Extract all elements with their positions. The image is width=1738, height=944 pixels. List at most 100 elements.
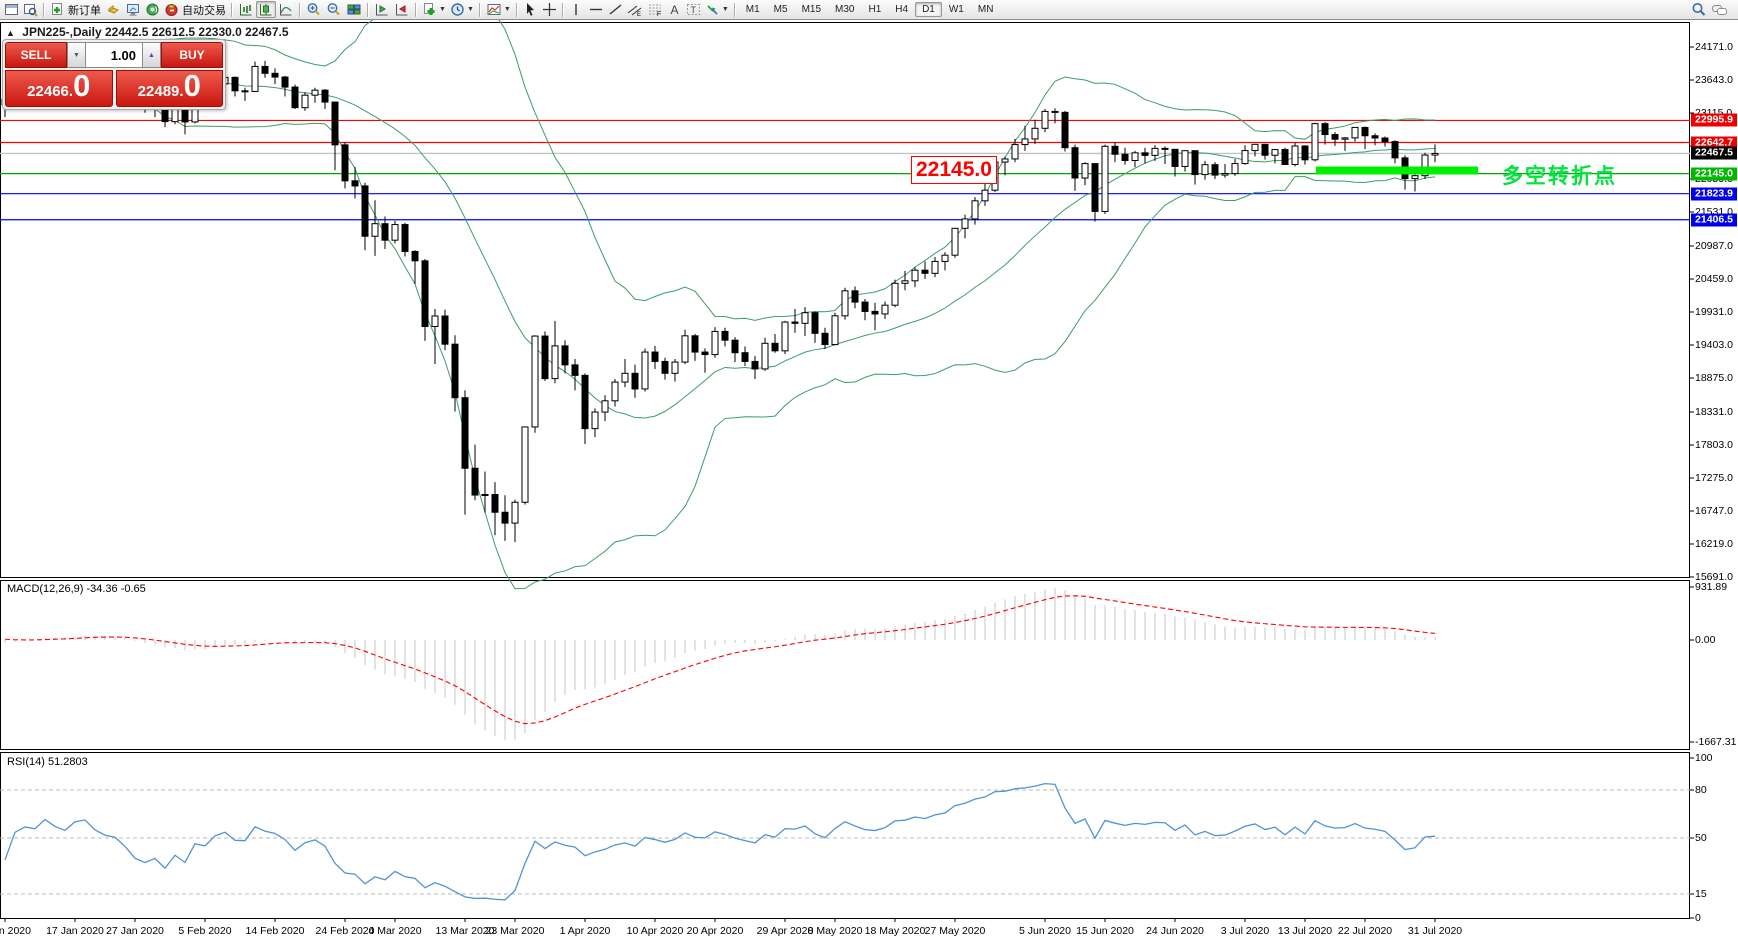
- line-chart-button[interactable]: [276, 1, 296, 18]
- shapes-button[interactable]: ▼: [703, 1, 731, 18]
- gold-button[interactable]: [103, 1, 123, 18]
- timeframe-button-w1[interactable]: W1: [948, 4, 964, 15]
- tile-windows-button[interactable]: [344, 1, 364, 18]
- zoom-out-button[interactable]: [324, 1, 344, 18]
- timeframe-button-m1[interactable]: M1: [745, 4, 760, 15]
- price-line-badge: 22995.9: [1691, 113, 1737, 127]
- date-tick-label: 27 May 2020: [924, 925, 986, 937]
- bar-chart-button[interactable]: [236, 1, 256, 18]
- price-line-badge: 21823.9: [1691, 187, 1737, 201]
- macd-tick-label: 0.00: [1695, 634, 1716, 646]
- date-tick-label: 5 Jun 2020: [1019, 925, 1071, 937]
- buy-price-big-digit: 0: [183, 68, 201, 103]
- date-tick-label: 27 Jan 2020: [106, 925, 164, 937]
- dropdown-caret-icon: ▼: [721, 6, 729, 13]
- timeframe-button-d1[interactable]: D1: [915, 2, 942, 17]
- fibonacci-button[interactable]: F: [645, 1, 665, 18]
- template-icon: [486, 2, 502, 17]
- horizontal-line-button[interactable]: [586, 1, 606, 18]
- dropdown-caret-icon: ▼: [439, 6, 446, 13]
- timeframe-button-h1[interactable]: H1: [868, 4, 882, 15]
- sell-price-big-digit: 0: [73, 68, 91, 103]
- sell-price-button[interactable]: 22466 . 0: [5, 70, 113, 107]
- trendline-button[interactable]: [606, 1, 625, 18]
- candlestick-chart-icon: [258, 2, 274, 17]
- metaeditor-button[interactable]: [123, 1, 143, 18]
- chart-shift-icon: [374, 2, 390, 17]
- date-tick-label: 8 Jan 2020: [0, 925, 31, 937]
- auto-scroll-button[interactable]: [392, 1, 412, 18]
- date-tick-label: 24 Feb 2020: [315, 925, 375, 937]
- cursor-button[interactable]: [521, 1, 540, 18]
- buy-button[interactable]: BUY: [161, 42, 223, 68]
- volume-input[interactable]: 1.00: [86, 42, 142, 68]
- search-button[interactable]: [1689, 1, 1709, 18]
- symbol-name: JPN225-,Daily: [22, 25, 102, 39]
- sell-price-main: 22466: [27, 83, 69, 100]
- macd-indicator-label: MACD(12,26,9) -34.36 -0.65: [7, 583, 146, 595]
- volume-up-button[interactable]: ▲: [142, 42, 161, 68]
- price-tick-label: 17275.0: [1695, 472, 1733, 484]
- timeframe-button-h4[interactable]: H4: [895, 4, 909, 15]
- price-line-badge: 22467.5: [1691, 146, 1737, 160]
- price-tick-label: 18331.0: [1695, 406, 1733, 418]
- chart-shift-button[interactable]: [372, 1, 392, 18]
- price-callout-label[interactable]: 22145.0: [911, 156, 997, 184]
- svg-text:F: F: [657, 11, 661, 17]
- toolbar-separator: [367, 2, 369, 17]
- buy-price-button[interactable]: 22489 . 0: [115, 68, 223, 107]
- crosshair-button[interactable]: [540, 1, 559, 18]
- signal-button[interactable]: [143, 1, 162, 18]
- data-window-icon: [23, 2, 38, 17]
- toolbar-separator: [515, 2, 518, 17]
- dropdown-caret-icon: ▼: [466, 6, 474, 13]
- svg-text:T: T: [690, 5, 696, 15]
- sell-button[interactable]: SELL: [5, 42, 67, 68]
- text-icon: A: [668, 2, 681, 17]
- gold-bar-icon: [105, 2, 121, 17]
- price-tick-label: 16747.0: [1695, 505, 1733, 517]
- candlestick-chart-button[interactable]: [256, 1, 276, 18]
- cursor-icon: [523, 2, 537, 17]
- date-tick-label: 31 Jul 2020: [1407, 925, 1463, 937]
- vertical-line-button[interactable]: [567, 1, 586, 18]
- chart-window-button[interactable]: [2, 1, 21, 18]
- clock-icon: [450, 2, 465, 17]
- timeframe-button-m15[interactable]: M15: [801, 4, 822, 15]
- toolbar-separator: [299, 2, 301, 17]
- toolbar: 新订单 自动交易: [0, 0, 1738, 20]
- turning-point-annotation[interactable]: 多空转折点: [1502, 165, 1617, 188]
- macd-tick-label: 931.89: [1695, 581, 1728, 593]
- periods-button[interactable]: ▼: [448, 1, 476, 18]
- auto-trading-button[interactable]: 自动交易: [162, 1, 228, 18]
- text-label-button[interactable]: T: [684, 1, 703, 18]
- monitor-icon: [125, 2, 141, 17]
- indicators-button[interactable]: ▼: [420, 1, 448, 18]
- search-icon: [1691, 2, 1707, 17]
- date-tick-label: 20 Apr 2020: [686, 925, 744, 937]
- timeframe-button-m5[interactable]: M5: [773, 4, 788, 15]
- price-tick-label: 18875.0: [1695, 372, 1733, 384]
- macd-tick-label: -1667.31: [1695, 736, 1737, 748]
- shapes-arrows-icon: [705, 2, 720, 17]
- rsi-indicator-label: RSI(14) 51.2803: [7, 756, 88, 768]
- chat-button[interactable]: [1709, 1, 1730, 18]
- zoom-out-icon: [326, 2, 342, 17]
- timeframe-button-mn[interactable]: MN: [977, 4, 994, 15]
- timeframe-button-m30[interactable]: M30: [835, 4, 855, 15]
- new-order-button[interactable]: 新订单: [48, 1, 103, 18]
- toolbar-separator: [415, 2, 417, 17]
- date-tick-label: 29 Apr 2020: [756, 925, 814, 937]
- data-window-button[interactable]: [21, 1, 40, 18]
- zoom-in-button[interactable]: [304, 1, 324, 18]
- date-tick-label: 13 Jul 2020: [1277, 925, 1333, 937]
- text-button[interactable]: A: [665, 1, 684, 18]
- template-button[interactable]: ▼: [484, 1, 513, 18]
- indicators-add-icon: [422, 2, 437, 17]
- price-tick-label: 19403.0: [1695, 339, 1733, 351]
- collapse-panel-icon[interactable]: ▲: [6, 28, 15, 38]
- channel-button[interactable]: E: [625, 1, 645, 18]
- volume-down-button[interactable]: ▼: [67, 42, 86, 68]
- date-tick-label: 5 Feb 2020: [178, 925, 232, 937]
